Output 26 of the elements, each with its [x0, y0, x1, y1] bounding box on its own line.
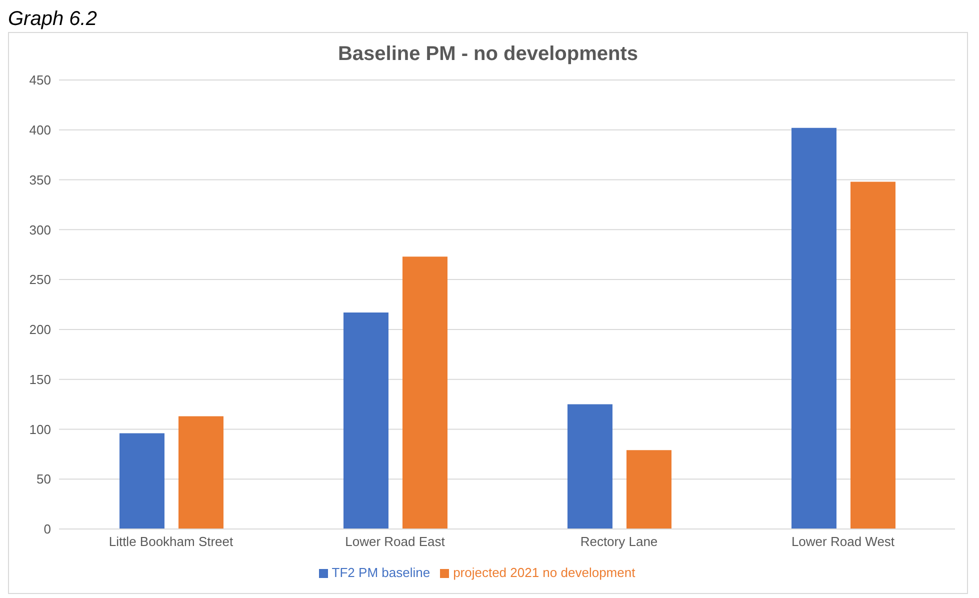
- y-tick-label: 450: [29, 72, 51, 88]
- legend-label: TF2 PM baseline: [332, 565, 430, 580]
- bar: [791, 128, 836, 529]
- x-tick-label: Lower Road East: [345, 534, 446, 550]
- y-tick-label: 250: [29, 272, 51, 288]
- bar: [626, 450, 672, 529]
- y-tick-label: 100: [29, 422, 51, 437]
- y-tick-label: 350: [29, 172, 51, 188]
- x-tick-label: Lower Road West: [791, 534, 895, 550]
- bar: [178, 416, 224, 529]
- y-tick-label: 0: [44, 522, 51, 537]
- y-tick-label: 300: [29, 222, 51, 238]
- bar: [119, 433, 164, 529]
- bar: [567, 404, 612, 529]
- bar: [850, 182, 896, 529]
- x-tick-label: Little Bookham Street: [108, 534, 234, 550]
- chart-title: Baseline PM - no developments: [336, 43, 640, 66]
- x-tick-label: Rectory Lane: [580, 534, 658, 550]
- y-tick-label: 150: [29, 372, 51, 387]
- bar: [343, 312, 388, 529]
- y-tick-label: 400: [29, 122, 51, 138]
- caption: Graph 6.2: [8, 8, 98, 32]
- y-tick-label: 50: [36, 472, 51, 487]
- legend-label: projected 2021 no development: [453, 565, 636, 580]
- bar: [402, 256, 448, 529]
- y-tick-label: 200: [29, 322, 51, 338]
